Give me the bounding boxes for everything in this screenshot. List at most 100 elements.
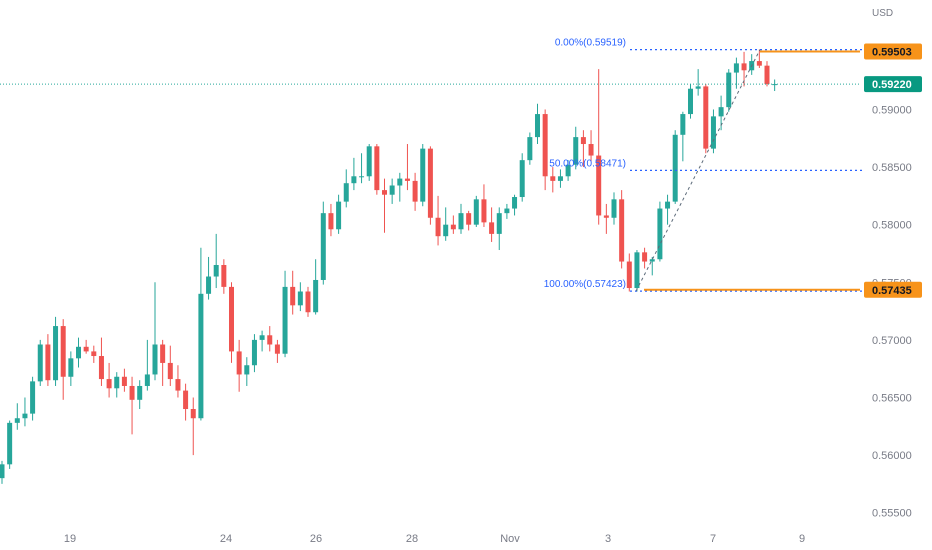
candle[interactable] [726, 69, 732, 112]
candle[interactable] [45, 334, 51, 386]
candle[interactable] [535, 103, 540, 145]
candle[interactable] [53, 316, 59, 386]
candle[interactable] [565, 160, 571, 181]
candle[interactable] [489, 207, 495, 242]
candle[interactable] [98, 337, 104, 386]
candle[interactable] [313, 259, 319, 315]
candle[interactable] [83, 339, 89, 354]
candle[interactable] [91, 345, 97, 363]
candle[interactable] [695, 69, 701, 96]
candle[interactable] [7, 420, 13, 469]
candle[interactable] [611, 192, 617, 225]
candle[interactable] [297, 282, 303, 312]
candle[interactable] [0, 460, 5, 484]
candle[interactable] [596, 69, 602, 225]
candle[interactable] [642, 247, 648, 269]
candle[interactable] [129, 376, 135, 435]
candle[interactable] [359, 153, 365, 184]
candle[interactable] [672, 130, 678, 204]
candle[interactable] [305, 286, 311, 317]
price-axis[interactable]: USD 0.590000.585000.580000.575000.570000… [864, 8, 922, 520]
candle[interactable] [30, 376, 36, 421]
candle[interactable] [496, 207, 502, 251]
candle[interactable] [542, 109, 548, 191]
candle[interactable] [343, 169, 349, 208]
candle[interactable] [328, 203, 334, 237]
candle[interactable] [290, 270, 296, 315]
candle[interactable] [366, 144, 372, 181]
candle[interactable] [420, 144, 426, 207]
candle[interactable] [657, 201, 663, 262]
candle[interactable] [320, 201, 326, 285]
candle[interactable] [466, 210, 472, 231]
candle[interactable] [152, 282, 158, 381]
price-badge-orange[interactable]: 0.59503 [864, 43, 922, 60]
candle[interactable] [404, 144, 410, 191]
candle[interactable] [443, 207, 449, 241]
candle[interactable] [198, 247, 204, 421]
candle[interactable] [626, 253, 632, 292]
candle[interactable] [412, 172, 418, 211]
candle[interactable] [680, 111, 686, 162]
candle[interactable] [160, 339, 166, 386]
candle[interactable] [229, 282, 234, 363]
candle[interactable] [772, 79, 778, 92]
candle[interactable] [60, 319, 66, 400]
candle[interactable] [733, 57, 739, 89]
candle[interactable] [749, 54, 755, 75]
candle[interactable] [580, 130, 586, 168]
candle[interactable] [167, 345, 173, 386]
candle[interactable] [473, 195, 479, 227]
candle[interactable] [106, 362, 112, 398]
candle[interactable] [634, 250, 640, 292]
candle[interactable] [121, 368, 127, 392]
candle[interactable] [665, 194, 671, 225]
candle[interactable] [481, 184, 487, 227]
candle[interactable] [144, 339, 150, 391]
candle[interactable] [603, 203, 609, 234]
candle[interactable] [213, 233, 219, 289]
candle[interactable] [183, 383, 189, 421]
time-axis[interactable]: 19 24 26 28 Nov 3 7 9 [64, 533, 805, 545]
candle[interactable] [710, 109, 716, 154]
candle[interactable] [336, 194, 342, 234]
candle[interactable] [221, 259, 227, 294]
candle[interactable] [267, 326, 273, 352]
candle[interactable] [14, 403, 20, 430]
candle[interactable] [550, 167, 556, 193]
candle[interactable] [351, 157, 357, 191]
candle[interactable] [458, 203, 464, 234]
candle[interactable] [190, 397, 196, 456]
candle[interactable] [397, 172, 403, 202]
candle[interactable] [382, 178, 387, 233]
candle[interactable] [527, 132, 533, 165]
candle[interactable] [619, 190, 625, 269]
candle[interactable] [137, 380, 143, 410]
candle[interactable] [259, 330, 265, 352]
candle[interactable] [274, 339, 280, 363]
candle[interactable] [251, 334, 257, 373]
price-badge-orange[interactable]: 0.57435 [864, 281, 922, 298]
candle[interactable] [588, 130, 594, 162]
candle[interactable] [76, 337, 81, 368]
candle[interactable] [512, 194, 518, 216]
candle[interactable] [450, 215, 456, 234]
candle[interactable] [374, 144, 380, 195]
candle[interactable] [688, 84, 693, 119]
candle[interactable] [389, 178, 395, 204]
candle[interactable] [206, 256, 212, 300]
candle[interactable] [114, 372, 120, 398]
candle[interactable] [764, 61, 770, 87]
candle[interactable] [427, 146, 433, 225]
candle[interactable] [557, 169, 563, 188]
candle[interactable] [22, 397, 28, 427]
candle[interactable] [236, 339, 242, 392]
price-badge-current[interactable]: 0.59220 [864, 76, 922, 93]
candle[interactable] [504, 203, 510, 219]
candle[interactable] [282, 270, 288, 358]
candle[interactable] [649, 256, 655, 276]
candle[interactable] [37, 339, 43, 386]
candle[interactable] [435, 195, 441, 246]
candle[interactable] [519, 153, 525, 202]
